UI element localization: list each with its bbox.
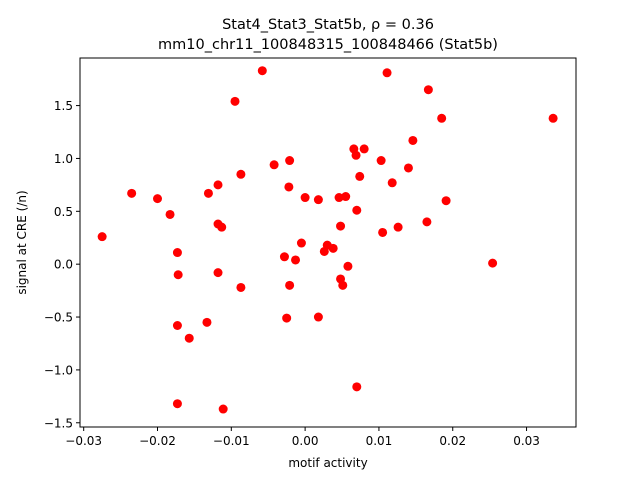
data-point xyxy=(336,221,346,231)
data-points xyxy=(97,66,558,414)
data-point xyxy=(213,180,223,190)
data-point xyxy=(184,333,194,343)
plot-area-frame xyxy=(79,57,577,428)
data-point xyxy=(441,196,451,206)
y-tick-label: −1.5 xyxy=(44,416,73,430)
data-point xyxy=(351,150,361,160)
data-point xyxy=(408,135,418,145)
data-point xyxy=(173,270,183,280)
data-point xyxy=(127,188,137,198)
data-point xyxy=(172,248,182,258)
data-point xyxy=(217,222,227,232)
data-point xyxy=(213,268,223,278)
x-axis-label: motif activity xyxy=(288,456,367,470)
x-axis-ticks: −0.03 −0.02 −0.01 0.00 0.01 0.02 0.03 xyxy=(65,427,540,448)
x-tick-label: −0.03 xyxy=(65,434,102,448)
data-point xyxy=(387,178,397,188)
x-tick-label: 0.00 xyxy=(292,434,319,448)
data-point xyxy=(230,96,240,106)
y-tick-label: −1.0 xyxy=(44,363,73,377)
data-point xyxy=(376,156,386,166)
y-axis-label: signal at CRE (/n) xyxy=(15,190,29,294)
data-point xyxy=(282,313,292,323)
x-tick-label: 0.01 xyxy=(366,434,393,448)
data-point xyxy=(165,209,175,219)
x-tick-label: −0.02 xyxy=(139,434,176,448)
data-point xyxy=(328,243,338,253)
y-tick-label: 1.0 xyxy=(54,152,73,166)
data-point xyxy=(236,169,246,179)
data-point xyxy=(300,193,310,203)
data-point xyxy=(153,194,162,204)
data-point xyxy=(285,280,295,290)
data-point xyxy=(97,232,107,242)
y-tick-label: 0.0 xyxy=(54,258,73,272)
chart-title-line-1: Stat4_Stat3_Stat5b, ρ = 0.36 xyxy=(222,17,434,33)
data-point xyxy=(338,280,348,290)
data-point xyxy=(236,282,246,292)
data-point xyxy=(355,171,365,181)
data-point xyxy=(422,217,432,227)
data-point xyxy=(352,205,362,215)
y-tick-label: 0.5 xyxy=(54,205,73,219)
chart-title-line-2: mm10_chr11_100848315_100848466 (Stat5b) xyxy=(158,37,498,53)
data-point xyxy=(423,85,433,95)
x-tick-label: 0.02 xyxy=(439,434,466,448)
data-point xyxy=(403,163,413,173)
data-point xyxy=(291,255,301,265)
y-axis-ticks: −1.5 −1.0 −0.5 0.0 0.5 1.0 1.5 xyxy=(44,99,80,430)
data-point xyxy=(359,144,369,154)
data-point xyxy=(172,399,182,409)
data-point xyxy=(437,113,447,123)
data-point xyxy=(296,238,306,248)
data-point xyxy=(218,404,228,414)
data-point xyxy=(202,317,212,327)
y-tick-label: 1.5 xyxy=(54,99,73,113)
data-point xyxy=(172,321,182,330)
data-point xyxy=(382,68,392,78)
data-point xyxy=(279,252,289,262)
data-point xyxy=(548,113,558,123)
y-tick-label: −0.5 xyxy=(44,311,73,325)
data-point xyxy=(257,66,267,76)
data-point xyxy=(313,195,323,205)
data-point xyxy=(488,258,498,268)
data-point xyxy=(341,192,351,202)
data-point xyxy=(285,156,295,166)
x-tick-label: 0.03 xyxy=(513,434,540,448)
x-tick-label: −0.01 xyxy=(213,434,250,448)
data-point xyxy=(284,182,294,192)
data-point xyxy=(203,188,213,198)
data-point xyxy=(269,160,279,170)
data-point xyxy=(334,193,344,203)
data-point xyxy=(378,227,388,237)
data-point xyxy=(313,312,323,322)
data-point xyxy=(393,222,403,232)
data-point xyxy=(352,382,362,392)
data-point xyxy=(343,261,353,271)
